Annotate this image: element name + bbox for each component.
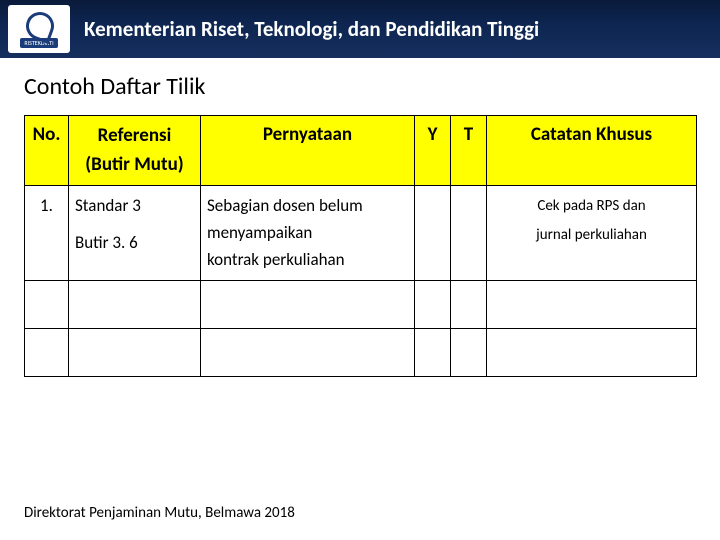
col-referensi: Referensi (Butir Mutu) <box>69 116 201 186</box>
cell-ref: Standar 3 Butir 3. 6 <box>69 186 201 281</box>
header-bar: RISTEKDIKTI Kementerian Riset, Teknologi… <box>0 0 720 58</box>
slide-title: Contoh Daftar Tilik <box>24 72 696 101</box>
logo-icon <box>20 10 58 36</box>
col-no: No. <box>25 116 69 186</box>
ministry-title: Kementerian Riset, Teknologi, dan Pendid… <box>84 16 539 42</box>
table-row-empty <box>25 328 697 376</box>
checklist-table: No. Referensi (Butir Mutu) Pernyataan Y … <box>24 115 697 377</box>
col-pernyataan: Pernyataan <box>201 116 415 186</box>
ref-head-line2: (Butir Mutu) <box>73 151 196 180</box>
ministry-logo: RISTEKDIKTI <box>8 5 70 53</box>
col-catatan: Catatan Khusus <box>487 116 697 186</box>
footer-text: Direktorat Penjaminan Mutu, Belmawa 2018 <box>24 504 295 522</box>
table-header-row: No. Referensi (Butir Mutu) Pernyataan Y … <box>25 116 697 186</box>
cat-line1: Cek pada RPS dan <box>493 192 690 221</box>
table-row-empty <box>25 280 697 328</box>
per-line2: menyampaikan <box>207 219 408 246</box>
slide-content: Contoh Daftar Tilik No. Referensi (Butir… <box>0 58 720 377</box>
cell-pernyataan: Sebagian dosen belum menyampaikan kontra… <box>201 186 415 281</box>
col-y: Y <box>415 116 451 186</box>
col-t: T <box>451 116 487 186</box>
per-line1: Sebagian dosen belum <box>207 192 408 219</box>
per-line3: kontrak perkuliahan <box>207 246 408 273</box>
cell-no: 1. <box>25 186 69 281</box>
cell-t <box>451 186 487 281</box>
ref-line1: Standar 3 <box>75 192 194 219</box>
cell-y <box>415 186 451 281</box>
cell-catatan: Cek pada RPS dan jurnal perkuliahan <box>487 186 697 281</box>
cat-line2: jurnal perkuliahan <box>493 221 690 250</box>
table-row: 1. Standar 3 Butir 3. 6 Sebagian dosen b… <box>25 186 697 281</box>
ref-line2: Butir 3. 6 <box>75 229 194 256</box>
ref-head-line1: Referensi <box>73 122 196 151</box>
